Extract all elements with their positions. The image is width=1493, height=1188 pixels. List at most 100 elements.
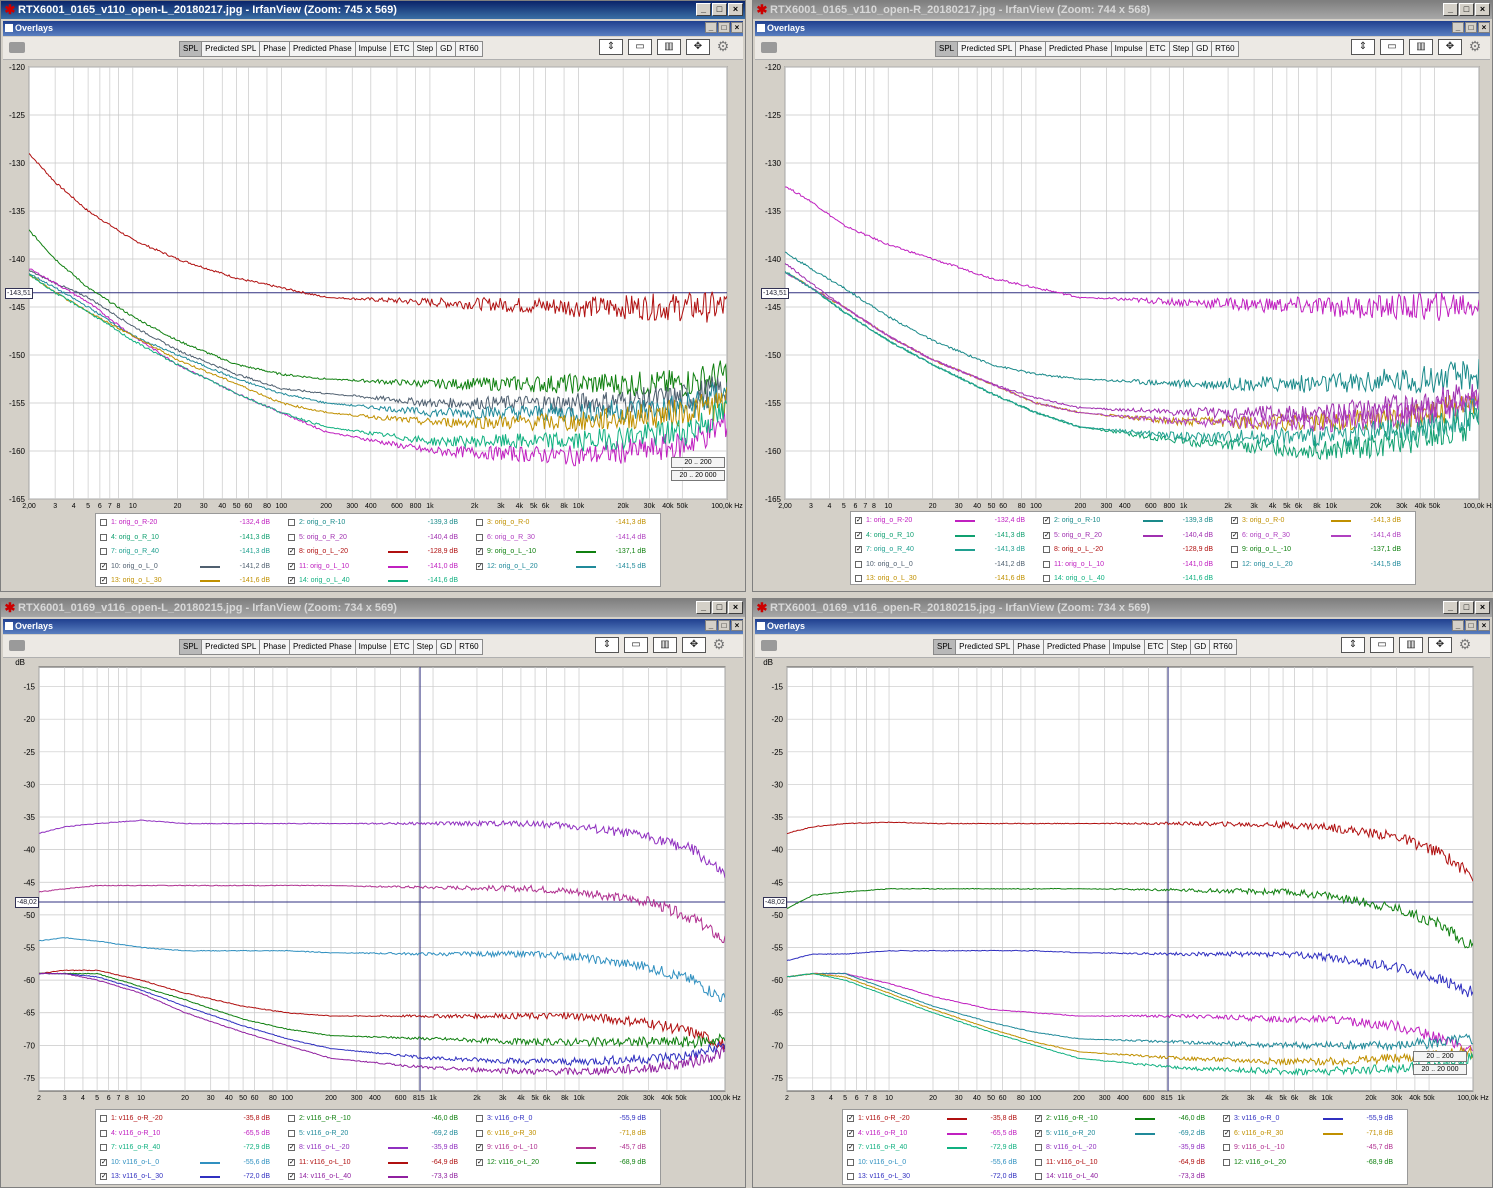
legend-checkbox[interactable]: ✓ xyxy=(1043,517,1050,524)
irfanview-window-bottom-right[interactable]: ✱ RTX6001_0169_v116_open-R_20180215.jpg -… xyxy=(752,598,1493,1188)
tab-impulse[interactable]: Impulse xyxy=(1108,639,1145,655)
irfanview-window-bottom-left[interactable]: ✱ RTX6001_0169_v116_open-L_20180215.jpg -… xyxy=(0,598,746,1188)
overlays-minimize-icon[interactable]: _ xyxy=(705,22,717,33)
overlays-maximize-icon[interactable]: □ xyxy=(1465,620,1477,631)
legend-checkbox[interactable]: ✓ xyxy=(100,577,107,584)
legend-checkbox[interactable] xyxy=(100,1115,107,1122)
legend-checkbox[interactable]: ✓ xyxy=(288,577,295,584)
legend-item[interactable]: ✓ 4: v116_o-R_10 -65,5 dB xyxy=(847,1127,1031,1140)
tab-phase[interactable]: Phase xyxy=(259,639,290,655)
maximize-icon[interactable]: □ xyxy=(1459,3,1474,16)
legend-checkbox[interactable]: ✓ xyxy=(1231,517,1238,524)
grid-icon[interactable]: ▥ xyxy=(657,39,681,55)
legend-checkbox[interactable]: ✓ xyxy=(100,1173,107,1180)
legend-item[interactable]: ✓ 14: v116_o-L_40 -73,3 dB xyxy=(288,1170,472,1183)
legend-item[interactable]: 1: v116_o-R_-20 -35,8 dB xyxy=(100,1112,284,1125)
legend-item[interactable]: 13: v116_o-L_30 -72,0 dB xyxy=(847,1170,1031,1183)
cursor-value[interactable]: -143,51 xyxy=(5,287,33,299)
legend-item[interactable]: 1: orig_o_R-20 -132,4 dB xyxy=(100,516,284,529)
legend-item[interactable]: ✓ 1: v116_o-R_-20 -35,8 dB xyxy=(847,1112,1031,1125)
legend-checkbox[interactable]: ✓ xyxy=(288,1173,295,1180)
legend-item[interactable]: ✓ 2: orig_o_R-10 -139,3 dB xyxy=(1043,514,1227,527)
tab-phase[interactable]: Phase xyxy=(1015,41,1046,57)
tab-predicted-phase[interactable]: Predicted Phase xyxy=(1044,41,1112,57)
tab-impulse[interactable]: Impulse xyxy=(354,41,391,57)
legend-item[interactable]: ✓ 7: orig_o_R_40 -141,3 dB xyxy=(855,543,1039,556)
tab-step[interactable]: Step xyxy=(1168,41,1194,57)
legend-item[interactable]: 8: v116_o-L_-20 -35,9 dB xyxy=(1035,1141,1219,1154)
close-icon[interactable]: × xyxy=(1475,601,1490,614)
legend-item[interactable]: ✓ 10: orig_o_L_0 -141,2 dB xyxy=(100,560,284,573)
fit-axes-icon[interactable]: ✥ xyxy=(1438,39,1462,55)
legend-checkbox[interactable] xyxy=(1223,1158,1230,1166)
overlays-minimize-icon[interactable]: _ xyxy=(1452,22,1464,33)
legend-checkbox[interactable]: ✓ xyxy=(847,1129,854,1137)
title-bar[interactable]: ✱ RTX6001_0165_v110_open-R_20180217.jpg -… xyxy=(753,1,1492,19)
legend-item[interactable]: ✓ 13: v116_o-L_30 -72,0 dB xyxy=(100,1170,284,1183)
legend-checkbox[interactable]: ✓ xyxy=(1223,1129,1230,1137)
tab-spl[interactable]: SPL xyxy=(933,639,957,655)
legend-item[interactable]: 7: v116_o-R_40 -72,9 dB xyxy=(100,1141,284,1154)
legend-item[interactable]: ✓ 6: orig_o_R_30 -141,4 dB xyxy=(1231,529,1415,542)
legend-checkbox[interactable] xyxy=(100,548,107,555)
legend-checkbox[interactable]: ✓ xyxy=(847,1115,854,1122)
tab-rt60[interactable]: RT60 xyxy=(455,41,483,57)
tab-step[interactable]: Step xyxy=(1166,639,1192,655)
legend-item[interactable]: ✓ 3: orig_o_R-0 -141,3 dB xyxy=(1231,514,1415,527)
legend-checkbox[interactable]: ✓ xyxy=(476,1144,483,1151)
legend-item[interactable]: 4: v116_o-R_10 -65,5 dB xyxy=(100,1127,284,1140)
controls-icon[interactable]: ▭ xyxy=(628,39,652,55)
title-bar[interactable]: ✱ RTX6001_0169_v116_open-R_20180215.jpg -… xyxy=(753,599,1492,617)
legend-item[interactable]: 3: orig_o_R-0 -141,3 dB xyxy=(476,516,660,529)
legend-checkbox[interactable]: ✓ xyxy=(1043,531,1050,539)
irfanview-window-top-left[interactable]: ✱ RTX6001_0165_v110_open-L_20180217.jpg -… xyxy=(0,0,746,592)
legend-item[interactable]: ✓ 9: v116_o-L_-10 -45,7 dB xyxy=(476,1141,660,1154)
range-button[interactable]: 20 .. 20 000 xyxy=(671,470,725,481)
legend-item[interactable]: ✓ 11: v116_o-L_10 -64,9 dB xyxy=(288,1156,472,1169)
gear-icon[interactable]: ⚙ xyxy=(1468,38,1482,54)
y-scale-icon[interactable]: ⇕ xyxy=(1351,39,1375,55)
overlays-minimize-icon[interactable]: _ xyxy=(705,620,717,631)
spl-plot[interactable]: -120 -125 -130 -135 -140 -145 -150 -155 -160 -165… xyxy=(753,61,1493,513)
legend-item[interactable]: 2: v116_o-R_-10 -46,0 dB xyxy=(288,1112,472,1125)
tab-impulse[interactable]: Impulse xyxy=(354,639,391,655)
tab-gd[interactable]: GD xyxy=(436,41,457,57)
minimize-icon[interactable]: _ xyxy=(1443,601,1458,614)
legend-checkbox[interactable] xyxy=(847,1158,854,1166)
legend-checkbox[interactable]: ✓ xyxy=(476,562,483,570)
tab-etc[interactable]: ETC xyxy=(1143,639,1168,655)
maximize-icon[interactable]: □ xyxy=(712,601,727,614)
overlays-close-icon[interactable]: × xyxy=(1478,22,1490,33)
spl-plot[interactable]: -15 -20 -25 -30 -35 -40 -45 -50 -55 -60 -65 -70 -75 d… xyxy=(753,659,1493,1111)
legend-item[interactable]: 14: orig_o_L_40 -141,6 dB xyxy=(1043,572,1227,585)
camera-icon[interactable] xyxy=(761,640,777,651)
overlays-maximize-icon[interactable]: □ xyxy=(1465,22,1477,33)
cursor-value[interactable]: -48,02 xyxy=(763,896,787,908)
camera-icon[interactable] xyxy=(9,42,25,53)
legend-item[interactable]: ✓ 10: v116_o-L_0 -55,6 dB xyxy=(100,1156,284,1169)
tab-gd[interactable]: GD xyxy=(1190,639,1211,655)
legend-checkbox[interactable] xyxy=(476,533,483,541)
legend-item[interactable]: ✓ 2: v116_o-R_-10 -46,0 dB xyxy=(1035,1112,1219,1125)
legend-item[interactable]: 5: orig_o_R_20 -140,4 dB xyxy=(288,531,472,544)
gear-icon[interactable]: ⚙ xyxy=(1458,636,1472,652)
legend-checkbox[interactable]: ✓ xyxy=(288,1158,295,1166)
legend-checkbox[interactable]: ✓ xyxy=(855,517,862,524)
controls-icon[interactable]: ▭ xyxy=(624,637,648,653)
legend-item[interactable]: ✓ 9: orig_o_L_-10 -137,1 dB xyxy=(476,545,660,558)
legend-item[interactable]: ✓ 14: orig_o_L_40 -141,6 dB xyxy=(288,574,472,587)
tab-predicted-spl[interactable]: Predicted SPL xyxy=(201,41,261,57)
tab-etc[interactable]: ETC xyxy=(1145,41,1170,57)
legend-item[interactable]: 6: v116_o-R_30 -71,8 dB xyxy=(476,1127,660,1140)
fit-axes-icon[interactable]: ✥ xyxy=(682,637,706,653)
irfanview-window-top-right[interactable]: ✱ RTX6001_0165_v110_open-R_20180217.jpg -… xyxy=(752,0,1493,592)
legend-checkbox[interactable] xyxy=(100,1144,107,1151)
controls-icon[interactable]: ▭ xyxy=(1370,637,1394,653)
overlays-maximize-icon[interactable]: □ xyxy=(718,22,730,33)
legend-checkbox[interactable] xyxy=(476,519,483,526)
tab-phase[interactable]: Phase xyxy=(1013,639,1044,655)
legend-checkbox[interactable] xyxy=(1231,560,1238,568)
close-icon[interactable]: × xyxy=(728,3,743,16)
spl-plot[interactable]: -120 -125 -130 -135 -140 -145 -150 -155 -160 -165… xyxy=(1,61,746,513)
legend-checkbox[interactable]: ✓ xyxy=(476,1158,483,1166)
